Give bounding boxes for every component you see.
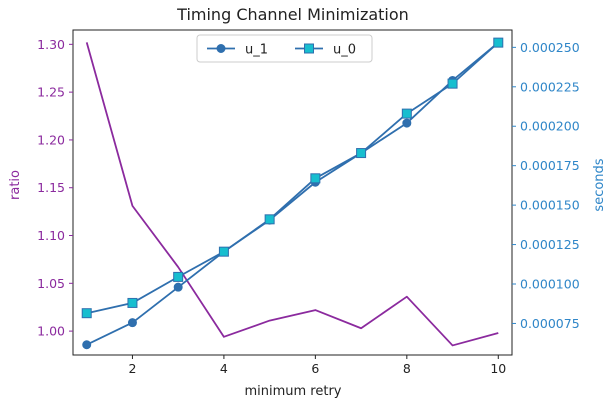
left-axis-label: ratio <box>8 170 23 200</box>
plot-layer: 2 4 6 8 10 1.00 1.05 1.10 1.15 1.20 1.25 1.30 0.0000… <box>37 30 580 376</box>
u_0-point <box>311 174 320 183</box>
legend-marker-u_0 <box>305 44 314 53</box>
right-tick-label: 0.000175 <box>520 158 580 173</box>
legend: u_1 u_0 <box>197 35 372 62</box>
right-axis-label: seconds <box>592 158 607 211</box>
u_0-point <box>448 79 457 88</box>
u_1-series-line <box>87 43 499 345</box>
left-tick-label: 1.10 <box>37 228 65 243</box>
x-tick-label: 4 <box>220 361 228 376</box>
legend-label-u_1: u_1 <box>245 43 268 58</box>
legend-marker-u_1 <box>217 45 225 53</box>
legend-label-u_0: u_0 <box>333 43 356 58</box>
left-tick-label: 1.15 <box>37 180 65 195</box>
u_1-point <box>174 283 182 291</box>
left-tick-label: 1.20 <box>37 132 65 147</box>
x-tick-label: 6 <box>311 361 319 376</box>
u_0-point <box>219 247 228 256</box>
u_0-point <box>402 109 411 118</box>
u_1-point <box>83 341 91 349</box>
right-tick-label: 0.000250 <box>520 40 580 55</box>
right-tick-label: 0.000100 <box>520 277 580 292</box>
left-tick-label: 1.00 <box>37 324 65 339</box>
ratio-series-line <box>87 42 499 345</box>
right-tick-label: 0.000075 <box>520 316 580 331</box>
u_0-point <box>82 309 91 318</box>
x-tick-label: 2 <box>128 361 136 376</box>
right-tick-label: 0.000200 <box>520 119 580 134</box>
left-tick-label: 1.05 <box>37 276 65 291</box>
right-tick-label: 0.000150 <box>520 198 580 213</box>
u_0-point <box>494 38 503 47</box>
left-tick-label: 1.25 <box>37 85 65 100</box>
plot-frame <box>73 30 512 355</box>
u_1-point <box>403 119 411 127</box>
x-tick-label: 8 <box>403 361 411 376</box>
u_0-point <box>174 272 183 281</box>
u_0-series-line <box>87 43 499 314</box>
u_0-point <box>265 215 274 224</box>
right-tick-label: 0.000225 <box>520 79 580 94</box>
u_0-point <box>357 149 366 158</box>
u_0-point <box>128 298 137 307</box>
left-tick-label: 1.30 <box>37 37 65 52</box>
right-tick-label: 0.000125 <box>520 237 580 252</box>
x-axis-label: minimum retry <box>244 384 341 399</box>
u_1-point <box>128 319 136 327</box>
x-tick-label: 10 <box>490 361 506 376</box>
chart-title: Timing Channel Minimization <box>176 5 409 24</box>
